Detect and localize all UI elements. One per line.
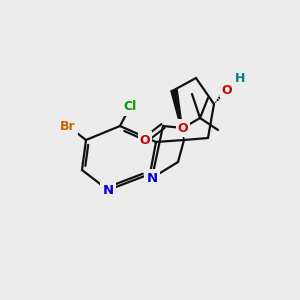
Text: N: N [102, 184, 114, 196]
Polygon shape [171, 89, 184, 140]
Text: H: H [235, 71, 245, 85]
Text: O: O [140, 134, 150, 146]
Text: O: O [222, 83, 232, 97]
Text: Br: Br [60, 119, 76, 133]
Text: O: O [178, 122, 188, 134]
Text: N: N [146, 172, 158, 184]
Text: Cl: Cl [123, 100, 136, 113]
